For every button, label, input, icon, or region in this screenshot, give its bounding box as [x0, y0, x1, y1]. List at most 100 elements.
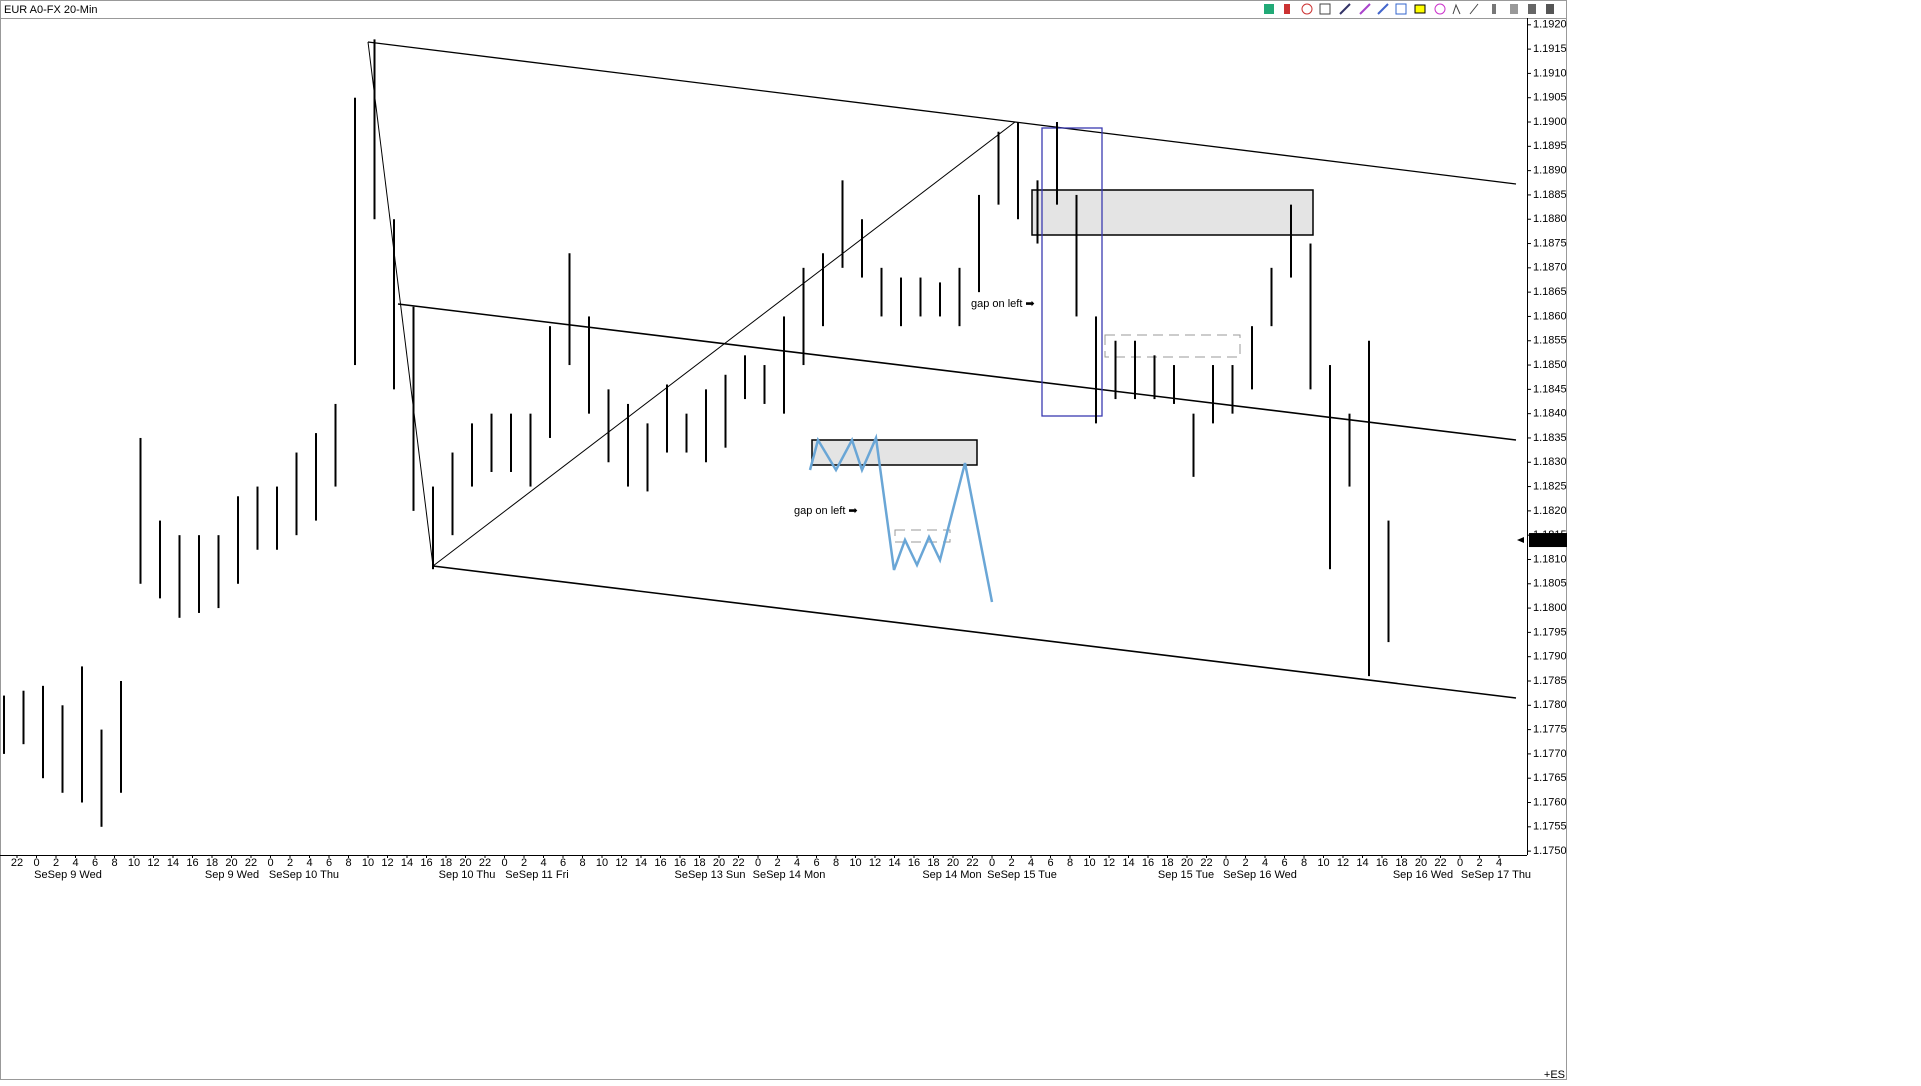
y-tick-label: 1.1915: [1533, 43, 1567, 55]
price-bar: [1075, 194, 1078, 317]
x-tick-label: 16: [674, 857, 686, 869]
x-tick-label: 4: [72, 857, 78, 869]
tool-icon[interactable]: [1377, 3, 1389, 15]
price-bar: [607, 389, 610, 463]
price-bar: [705, 389, 707, 463]
x-tick-label: 6: [560, 857, 566, 869]
date-label: Sep 9 Wed: [205, 869, 259, 881]
price-bar: [1270, 267, 1273, 327]
y-tick-label: 1.1790: [1533, 651, 1567, 663]
x-tick-label: 10: [596, 857, 608, 869]
price-bar: [432, 486, 434, 570]
price-bar: [763, 365, 766, 404]
price-bar: [42, 685, 44, 779]
y-tick-label: 1.1760: [1533, 796, 1567, 808]
y-tick-label: 1.1850: [1533, 359, 1567, 371]
x-tick-label: 0: [501, 857, 507, 869]
zone-box: [1031, 189, 1314, 236]
x-tick-label: 16: [908, 857, 920, 869]
x-tick-label: 12: [869, 857, 881, 869]
price-bar: [1192, 413, 1195, 477]
date-label: SeSep 10 Thu: [269, 869, 339, 881]
y-tick-label: 1.1905: [1533, 92, 1567, 104]
y-tick-label: 1.1785: [1533, 675, 1567, 687]
y-tick-label: 1.1800: [1533, 602, 1567, 614]
x-tick-label: 0: [755, 857, 761, 869]
y-tick-label: 1.1865: [1533, 286, 1567, 298]
tool-icon[interactable]: [1414, 4, 1426, 14]
x-tick-label: 10: [849, 857, 861, 869]
zone-box: [811, 439, 978, 466]
x-tick-label: 10: [1317, 857, 1329, 869]
price-bar: [1036, 180, 1039, 244]
highlight-box: [1041, 127, 1103, 417]
tool-icon[interactable]: [1301, 3, 1313, 15]
x-tick-label: 20: [1415, 857, 1427, 869]
price-bar: [1173, 365, 1175, 404]
tool-icon[interactable]: [1528, 4, 1536, 14]
y-tick-label: 1.1845: [1533, 383, 1567, 395]
last-price-tag: [1529, 533, 1567, 548]
x-tick-label: 4: [1496, 857, 1502, 869]
x-tick-label: 2: [1242, 857, 1248, 869]
price-bar: [685, 413, 688, 453]
price-bar: [744, 355, 746, 400]
x-tick-label: 16: [1376, 857, 1388, 869]
y-tick-label: 1.1900: [1533, 116, 1567, 128]
x-tick-label: 6: [92, 857, 98, 869]
x-tick-label: 22: [479, 857, 491, 869]
y-tick-label: 1.1860: [1533, 310, 1567, 322]
x-tick-label: 10: [128, 857, 140, 869]
x-tick-label: 22: [966, 857, 978, 869]
price-bar: [1290, 204, 1292, 278]
y-tick-label: 1.1870: [1533, 262, 1567, 274]
annotation: gap on left ➡: [794, 505, 858, 517]
tool-icon[interactable]: [1492, 4, 1496, 14]
trend-line: [432, 121, 1016, 567]
x-tick-label: 2: [1476, 857, 1482, 869]
chart-title: EUR A0-FX 20-Min: [4, 4, 98, 16]
tool-icon[interactable]: [1546, 4, 1554, 14]
price-bar: [939, 282, 941, 317]
x-tick-label: 2: [774, 857, 780, 869]
price-bar: [783, 316, 785, 414]
x-tick-label: 22: [732, 857, 744, 869]
tool-icon[interactable]: [1359, 3, 1371, 15]
tool-icon[interactable]: [1395, 3, 1407, 15]
price-bar: [802, 267, 805, 366]
price-bar: [822, 253, 824, 327]
x-tick-label: 14: [635, 857, 647, 869]
x-tick-label: 4: [540, 857, 546, 869]
price-bar: [1368, 340, 1370, 677]
channel-line: [367, 41, 1517, 185]
tool-icon[interactable]: [1284, 4, 1290, 14]
drawings: [367, 41, 1517, 699]
x-tick-label: 18: [1161, 857, 1173, 869]
x-tick-label: 10: [1083, 857, 1095, 869]
price-bar: [724, 374, 727, 448]
y-tick-label: 1.1840: [1533, 408, 1567, 420]
tool-icon[interactable]: [1469, 3, 1479, 15]
tool-icon[interactable]: [1264, 4, 1274, 14]
price-bar: [1134, 340, 1136, 400]
y-tick-label: 1.1770: [1533, 748, 1567, 760]
x-tick-label: 14: [401, 857, 413, 869]
y-tick-label: 1.1875: [1533, 237, 1567, 249]
price-bar: [256, 486, 259, 550]
x-tick-label: 20: [225, 857, 237, 869]
price-bar: [666, 384, 668, 453]
price-bar: [1095, 316, 1097, 424]
tool-icon[interactable]: [1319, 3, 1331, 15]
x-tick-label: 20: [1181, 857, 1193, 869]
tool-icon[interactable]: [1510, 4, 1518, 14]
x-tick-label: 12: [381, 857, 393, 869]
y-tick-label: 1.1890: [1533, 165, 1567, 177]
x-tick-label: 10: [362, 857, 374, 869]
y-tick-label: 1.1835: [1533, 432, 1567, 444]
price-bar: [159, 520, 161, 599]
x-tick-label: 4: [1028, 857, 1034, 869]
tool-icon[interactable]: [1452, 3, 1461, 15]
date-label: SeSep 17 Thu: [1461, 869, 1531, 881]
tool-icon[interactable]: [1434, 3, 1446, 15]
tool-icon[interactable]: [1339, 3, 1351, 15]
